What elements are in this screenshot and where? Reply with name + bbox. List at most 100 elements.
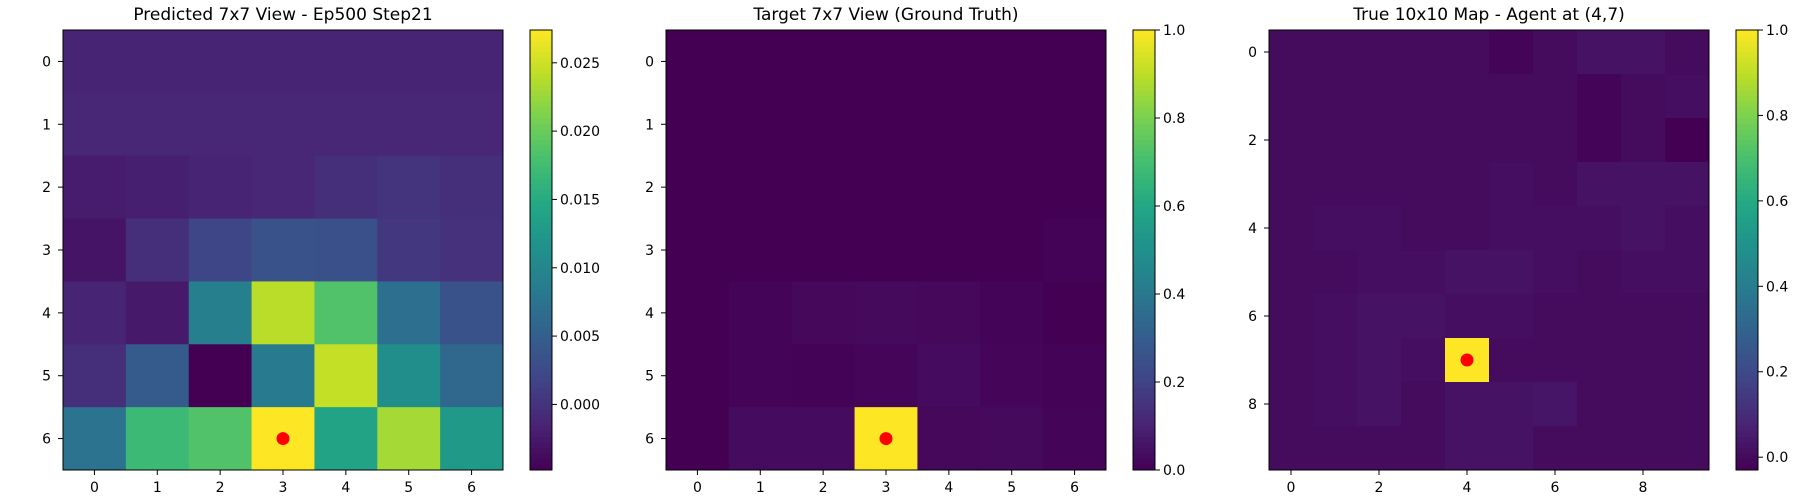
colorbar-segment	[530, 85, 552, 91]
heatmap-cell	[440, 155, 504, 220]
heatmap-cell	[125, 407, 190, 471]
colorbar-segment	[1736, 101, 1758, 108]
heatmap-cell	[728, 218, 793, 282]
heatmap-cell	[791, 281, 856, 345]
colorbar-segment	[1736, 156, 1758, 163]
heatmap-cell	[125, 344, 190, 408]
colorbar-segment	[1133, 299, 1155, 306]
colorbar-segment	[1133, 283, 1155, 289]
colorbar-segment	[1736, 442, 1758, 449]
heatmap-panel-3: True 10x10 Map - Agent at (4,7) 0 2 4 6 8 0 2 4 6…	[1248, 5, 1788, 496]
heatmap-cell	[1445, 206, 1490, 251]
colorbar-segment	[530, 162, 552, 168]
colorbar-segment	[530, 404, 552, 410]
x-tick-label: 3	[279, 480, 288, 496]
colorbar-segment	[530, 305, 552, 311]
y-tick-label: 4	[42, 306, 51, 322]
colorbar-segment	[1133, 189, 1155, 196]
colorbar-segment	[1133, 327, 1155, 333]
colorbar-segment	[1736, 371, 1758, 377]
colorbar-segment	[530, 206, 552, 212]
colorbar-segment	[530, 415, 552, 421]
heatmap-cell	[1357, 162, 1402, 207]
x-tick-label: 4	[341, 480, 350, 496]
colorbar-segment	[1736, 453, 1758, 460]
colorbar-segment	[530, 233, 552, 240]
heatmap-cell	[1357, 30, 1402, 75]
colorbar-segment	[530, 343, 552, 350]
agent-marker	[1460, 353, 1474, 367]
colorbar-segment	[530, 338, 552, 344]
heatmap-cell	[63, 30, 127, 94]
heatmap-cell	[854, 218, 918, 282]
y-tick-label: 3	[42, 243, 51, 259]
colorbar-segment	[1736, 250, 1758, 256]
heatmap-cell	[314, 344, 378, 408]
heatmap-cell	[251, 155, 315, 220]
colorbar-segment	[1133, 409, 1155, 416]
colorbar-tick-label: 0.0	[1766, 450, 1788, 466]
heatmap-cell	[1357, 118, 1402, 163]
y-tick-label: 1	[645, 117, 654, 133]
colorbar-segment	[530, 393, 552, 399]
colorbar-segment	[530, 79, 552, 86]
heatmap-cell	[377, 281, 441, 345]
y-tick-label: 0	[645, 54, 654, 70]
heatmap-cell	[314, 218, 378, 282]
colorbar-tick-label: 0.010	[560, 261, 600, 277]
heatmap-cell	[1401, 382, 1446, 427]
x-tick-label: 3	[882, 480, 891, 496]
heatmap-cell	[188, 281, 253, 345]
colorbar-segment	[1133, 277, 1155, 284]
heatmap-panel-2: Target 7x7 View (Ground Truth) 0 1 2 3 4 5 6 0 1 2…	[645, 5, 1185, 496]
colorbar-tick-label: 0.000	[560, 397, 600, 413]
colorbar-segment	[1133, 431, 1155, 438]
heatmap-cell	[917, 344, 981, 408]
heatmap-cell	[1313, 382, 1358, 427]
colorbar-segment	[1133, 255, 1155, 262]
colorbar-segment	[1736, 244, 1758, 251]
colorbar-segment	[1133, 162, 1155, 168]
heatmap-cell	[1269, 294, 1314, 339]
heatmap-cell	[1401, 162, 1446, 207]
colorbar-segment	[530, 332, 552, 339]
colorbar-tick-label: 0.6	[1766, 194, 1788, 210]
colorbar-segment	[1133, 266, 1155, 273]
colorbar-segment	[530, 156, 552, 163]
heatmap-cell	[1489, 74, 1534, 119]
heatmap-cell	[1357, 338, 1402, 383]
y-tick-label: 6	[42, 432, 51, 448]
colorbar-segment	[1736, 288, 1758, 295]
colorbar-segment	[1133, 228, 1155, 234]
heatmap-cell	[1043, 92, 1107, 157]
x-tick-label: 6	[1070, 480, 1079, 496]
colorbar-segment	[1736, 41, 1758, 47]
colorbar-segment	[1133, 134, 1155, 141]
y-tick-label: 6	[645, 432, 654, 448]
heatmap-cell	[314, 30, 378, 94]
colorbar-segment	[1133, 239, 1155, 245]
colorbar-tick-label: 0.8	[1766, 108, 1788, 124]
heatmap-cell	[728, 281, 793, 345]
colorbar-segment	[1736, 239, 1758, 245]
colorbar-segment	[1133, 376, 1155, 383]
colorbar-segment	[530, 112, 552, 119]
colorbar-segment	[1133, 360, 1155, 366]
colorbar-segment	[1736, 382, 1758, 388]
colorbar-segment	[1736, 112, 1758, 119]
colorbar-segment	[1736, 79, 1758, 86]
colorbar-segment	[1736, 305, 1758, 311]
colorbar-segment	[1736, 35, 1758, 42]
heatmap-cell	[1577, 118, 1622, 163]
heatmap-cell	[1577, 382, 1622, 427]
colorbar-segment	[530, 167, 552, 174]
heatmap-cell	[251, 344, 315, 408]
colorbar-segment	[530, 134, 552, 141]
colorbar-segment	[1736, 299, 1758, 306]
colorbar-segment	[530, 57, 552, 64]
heatmap-cell	[125, 92, 190, 157]
colorbar-segment	[1736, 173, 1758, 179]
heatmap-cell	[666, 218, 730, 282]
colorbar-frame	[1735, 29, 1759, 471]
colorbar-segment	[530, 365, 552, 372]
